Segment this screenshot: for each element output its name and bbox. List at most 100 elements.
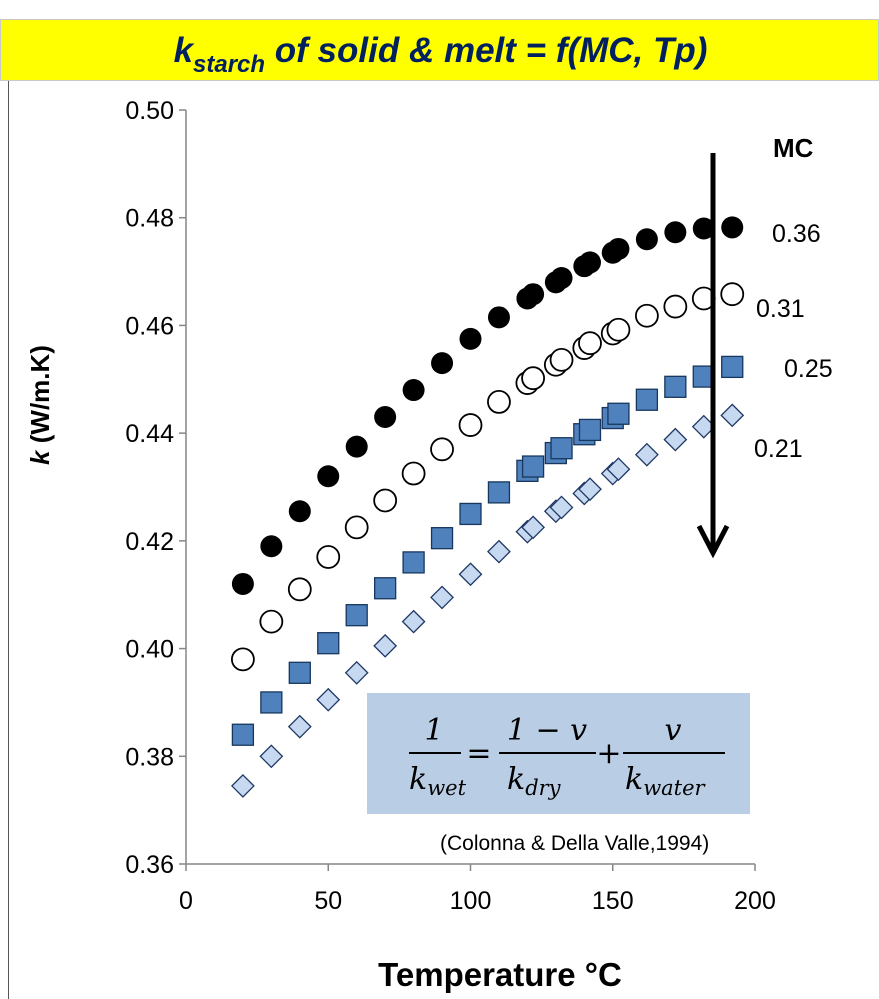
point	[317, 465, 340, 488]
point	[578, 477, 602, 502]
point	[231, 572, 254, 595]
point	[521, 455, 545, 478]
point	[230, 773, 255, 798]
point	[692, 217, 715, 240]
point	[401, 609, 426, 634]
y-tick-label: 0.50	[125, 97, 174, 125]
point	[231, 723, 255, 746]
point	[549, 347, 574, 372]
data-marks	[230, 216, 745, 798]
mc-arrow	[696, 153, 730, 559]
point	[402, 379, 425, 402]
point	[664, 375, 687, 398]
y-axis-title-rest: (W/m.K)	[25, 345, 55, 450]
series-labels: 0.36 0.31 0.25 0.21	[754, 220, 833, 463]
point	[549, 495, 574, 520]
point	[550, 267, 573, 290]
point	[259, 744, 284, 769]
point	[288, 661, 311, 684]
point	[720, 282, 745, 307]
title-bar: kstarch of solid & melt = f(MC, Tp)	[0, 19, 879, 81]
point	[721, 216, 744, 239]
formula-plus: +	[596, 736, 621, 771]
formula-k-wet: kwet	[409, 762, 467, 800]
formula-svg: 1 kwet = 1 − v kdry + v kwater	[409, 713, 725, 800]
y-tick-label: 0.42	[125, 528, 174, 556]
title-rest: of solid & melt = f(MC, Tp)	[265, 31, 708, 70]
point	[487, 539, 511, 564]
formula-k-dry: kdry	[507, 762, 562, 800]
series-0.25	[231, 355, 744, 746]
point	[287, 714, 312, 739]
formula-numerator: 1 − v	[507, 713, 587, 748]
point	[430, 585, 454, 610]
point	[458, 413, 483, 437]
title-k: k	[173, 31, 194, 70]
point	[259, 609, 284, 634]
point	[373, 488, 398, 513]
series-label-0.21: 0.21	[754, 435, 803, 463]
point	[344, 515, 369, 540]
point	[458, 562, 483, 587]
formula-equals: =	[466, 736, 491, 771]
point	[720, 403, 745, 428]
point	[459, 502, 482, 526]
point	[487, 306, 510, 329]
x-tick-label: 0	[179, 887, 193, 915]
point	[607, 402, 630, 425]
point	[664, 221, 687, 244]
point	[431, 352, 454, 375]
series-0.36	[231, 216, 744, 595]
formula-v: v	[665, 713, 682, 748]
point	[663, 294, 688, 319]
point	[663, 427, 688, 452]
point	[345, 435, 368, 458]
chart-title: kstarch of solid & melt = f(MC, Tp)	[1, 20, 879, 82]
formula-k-water: kwater	[625, 762, 707, 800]
point	[578, 251, 601, 274]
point	[316, 687, 341, 712]
point	[522, 283, 545, 306]
point	[606, 457, 631, 482]
point	[634, 303, 659, 328]
point	[260, 535, 283, 558]
point	[260, 691, 283, 714]
point	[635, 388, 659, 411]
point	[487, 390, 511, 414]
point	[606, 317, 631, 342]
y-axis-title-k: k	[25, 449, 55, 465]
point	[521, 366, 545, 391]
y-axis-title: k (W/m.K)	[25, 345, 55, 465]
y-tick-label: 0.44	[125, 420, 174, 448]
point	[521, 515, 546, 540]
point	[578, 418, 602, 442]
point	[317, 632, 340, 655]
series-0.21	[230, 403, 745, 798]
formula-box: 1 kwet = 1 − v kdry + v kwater	[367, 693, 750, 814]
axes: 0.36 0.38 0.40 0.42 0.44 0.46 0.48 0.50 0 50 100 15…	[125, 97, 776, 915]
y-tick-label: 0.40	[125, 636, 174, 664]
point	[430, 527, 454, 550]
point	[287, 577, 312, 602]
point	[635, 228, 658, 251]
point	[373, 577, 397, 600]
point	[316, 545, 341, 569]
y-tick-label: 0.46	[125, 312, 174, 340]
x-tick-label: 150	[592, 887, 634, 915]
point	[345, 604, 368, 627]
arrow-head-icon	[696, 524, 730, 559]
formula-one: 1	[424, 713, 443, 748]
point	[288, 500, 311, 523]
point	[459, 327, 482, 350]
point	[430, 437, 454, 462]
series-0.31	[230, 282, 745, 672]
y-tick-label: 0.36	[125, 851, 174, 879]
x-tick-label: 200	[734, 887, 776, 915]
point	[344, 660, 369, 685]
chart-frame	[8, 81, 879, 999]
point	[607, 237, 630, 260]
point	[487, 481, 511, 504]
x-tick-label: 50	[314, 887, 342, 915]
y-tick-label: 0.38	[125, 743, 174, 771]
